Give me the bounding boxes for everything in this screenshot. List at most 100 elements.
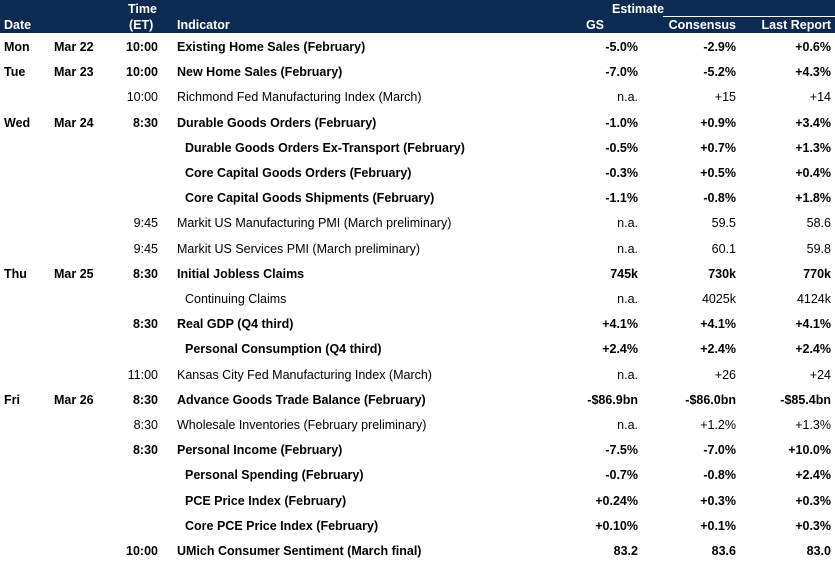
day-cell: Mon: [4, 40, 30, 54]
indicator-cell: PCE Price Index (February): [185, 493, 347, 508]
table-row: Core Capital Goods Shipments (February) -…: [0, 185, 835, 210]
indicator-cell: Richmond Fed Manufacturing Index (March): [177, 90, 422, 105]
gs-estimate-cell: -0.3%: [605, 166, 638, 180]
table-row: Personal Spending (February) -0.7% -0.8% +2…: [0, 462, 835, 487]
gs-estimate-cell: -1.0%: [605, 115, 638, 130]
indicator-cell: Markit US Manufacturing PMI (March preli…: [177, 216, 452, 231]
indicator-cell: Durable Goods Orders Ex-Transport (Febru…: [185, 140, 465, 155]
time-cell: 8:30: [132, 443, 158, 458]
table-row: 10:00 Richmond Fed Manufacturing Index (M…: [0, 84, 835, 109]
time-cell: 10:00: [126, 544, 158, 558]
last-report-cell: +4.1%: [795, 317, 831, 332]
time-cell: 10:00: [126, 65, 158, 80]
indicator-cell: Personal Consumption (Q4 third): [185, 342, 382, 357]
gs-estimate-cell: +4.1%: [602, 317, 638, 332]
last-report-cell: +2.4%: [795, 342, 831, 357]
last-report-cell: +1.8%: [795, 191, 831, 206]
indicator-cell: Core Capital Goods Shipments (February): [185, 191, 435, 206]
consensus-cell: +0.1%: [700, 518, 736, 533]
gs-estimate-cell: n.a.: [617, 241, 638, 256]
table-row: 9:45 Markit US Services PMI (March prelim…: [0, 236, 835, 261]
last-report-cell: -$85.4bn: [780, 392, 831, 407]
date-cell: Mar 25: [54, 266, 94, 281]
date-cell: Mar 22: [54, 40, 94, 54]
gs-estimate-cell: n.a.: [617, 292, 638, 306]
gs-estimate-cell: -1.1%: [605, 191, 638, 206]
gs-estimate-cell: 83.2: [613, 544, 638, 558]
time-cell: 8:30: [132, 392, 158, 407]
table-row: 9:45 Markit US Manufacturing PMI (March p…: [0, 210, 835, 235]
consensus-cell: 83.6: [711, 544, 736, 558]
day-cell: Wed: [4, 115, 31, 130]
consensus-cell: -0.8%: [703, 191, 736, 206]
time-cell: 8:30: [133, 418, 158, 432]
gs-estimate-cell: +0.24%: [595, 493, 638, 508]
date-cell: Mar 26: [54, 392, 94, 407]
consensus-cell: +0.7%: [700, 140, 736, 155]
last-report-cell: +0.4%: [795, 166, 831, 180]
last-report-cell: 59.8: [806, 241, 831, 256]
table-row: 8:30 Real GDP (Q4 third) +4.1% +4.1% +4.1%: [0, 311, 835, 336]
consensus-cell: +0.5%: [700, 166, 736, 180]
header-time-line2: (ET): [129, 18, 154, 32]
indicator-cell: Existing Home Sales (February): [177, 40, 366, 54]
gs-estimate-cell: 745k: [610, 266, 638, 281]
last-report-cell: 770k: [803, 266, 831, 281]
gs-estimate-cell: n.a.: [617, 216, 638, 231]
header-estimate: Estimate: [612, 2, 665, 16]
consensus-cell: +4.1%: [700, 317, 736, 332]
time-cell: 8:30: [132, 115, 158, 130]
table-row: Wed Mar 24 8:30 Durable Goods Orders (Febru…: [0, 110, 835, 135]
indicator-cell: Initial Jobless Claims: [177, 266, 305, 281]
last-report-cell: +0.3%: [795, 493, 831, 508]
indicator-cell: UMich Consumer Sentiment (March final): [177, 544, 422, 558]
day-cell: Tue: [4, 65, 26, 80]
gs-estimate-cell: -0.7%: [605, 468, 638, 483]
table-row: Durable Goods Orders Ex-Transport (Febru…: [0, 135, 835, 160]
table-row: Core PCE Price Index (February) +0.10% +0.…: [0, 513, 835, 538]
last-report-cell: +24: [809, 367, 831, 382]
time-cell: 8:30: [132, 266, 158, 281]
indicator-cell: Real GDP (Q4 third): [177, 317, 294, 332]
time-cell: 10:00: [126, 90, 158, 105]
table-row: 8:30 Personal Income (February) -7.5% -7.0%…: [0, 437, 835, 462]
header-gs: GS: [585, 18, 604, 32]
gs-estimate-cell: -5.0%: [605, 40, 638, 54]
last-report-cell: 58.6: [806, 216, 831, 231]
table-row: PCE Price Index (February) +0.24% +0.3% +0.…: [0, 488, 835, 513]
header-consensus: Consensus: [668, 18, 736, 32]
time-cell: 8:30: [132, 317, 158, 332]
time-cell: 9:45: [133, 241, 158, 256]
indicator-cell: Personal Income (February): [177, 443, 343, 458]
consensus-cell: +0.3%: [700, 493, 736, 508]
last-report-cell: +2.4%: [795, 468, 831, 483]
consensus-cell: +1.2%: [700, 418, 736, 432]
table-row: 10:00 UMich Consumer Sentiment (March fin…: [0, 538, 835, 563]
gs-estimate-cell: +0.10%: [595, 518, 638, 533]
table-row: Continuing Claims n.a. 4025k 4124k: [0, 286, 835, 311]
indicator-cell: Kansas City Fed Manufacturing Index (Mar…: [177, 367, 432, 382]
date-cell: Mar 24: [54, 115, 94, 130]
gs-estimate-cell: n.a.: [617, 367, 638, 382]
header-date: Date: [4, 18, 32, 32]
last-report-cell: +0.6%: [795, 40, 831, 54]
header-last-report: Last Report: [761, 18, 831, 32]
gs-estimate-cell: +2.4%: [602, 342, 638, 357]
time-cell: 9:45: [133, 216, 158, 231]
consensus-cell: 59.5: [711, 216, 736, 231]
consensus-cell: -5.2%: [703, 65, 736, 80]
last-report-cell: +1.3%: [795, 140, 831, 155]
consensus-cell: -7.0%: [703, 443, 736, 458]
last-report-cell: +3.4%: [795, 115, 831, 130]
last-report-cell: +14: [809, 90, 831, 105]
indicator-cell: Personal Spending (February): [185, 468, 364, 483]
consensus-cell: -0.8%: [703, 468, 736, 483]
table-header: Date Time (ET) Indicator Estimate GS Con…: [0, 0, 835, 33]
table-row: Fri Mar 26 8:30 Advance Goods Trade Balance…: [0, 387, 835, 412]
gs-estimate-cell: -0.5%: [605, 140, 638, 155]
last-report-cell: 4124k: [796, 292, 831, 306]
indicator-cell: Continuing Claims: [185, 292, 287, 306]
table-row: Thu Mar 25 8:30 Initial Jobless Claims 745k 7…: [0, 261, 835, 286]
consensus-cell: +15: [714, 90, 736, 105]
consensus-cell: +26: [714, 367, 736, 382]
